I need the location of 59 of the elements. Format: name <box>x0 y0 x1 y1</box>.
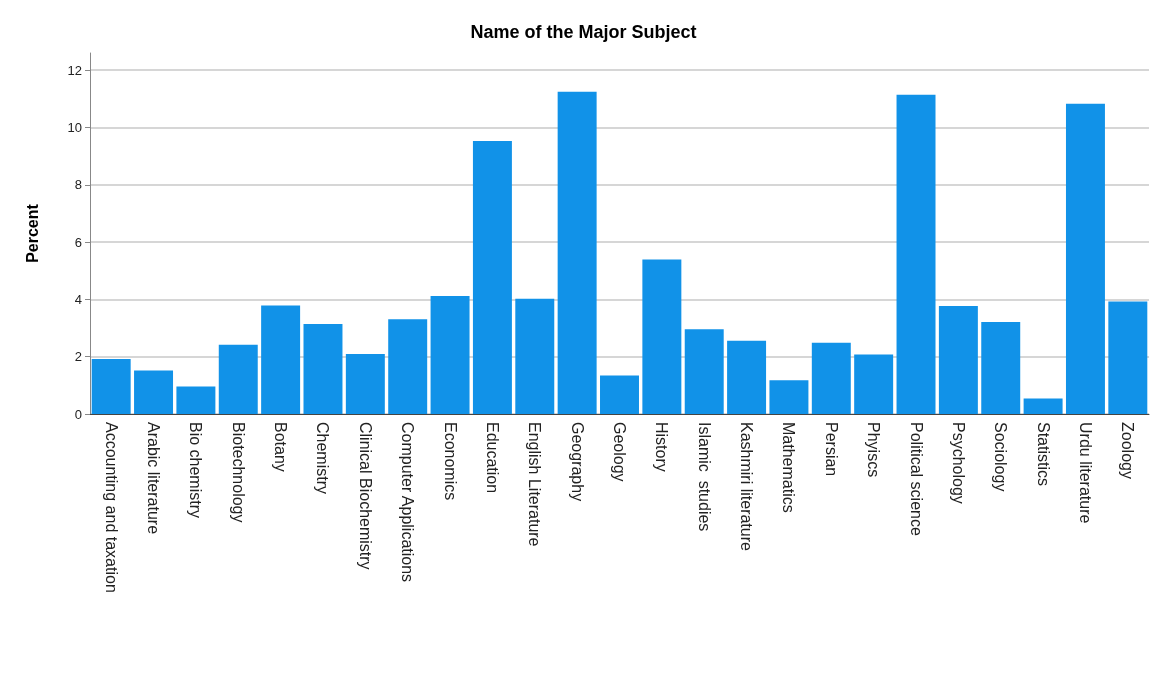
x-tick-label: Sociology <box>992 422 1010 492</box>
bar <box>600 375 639 414</box>
bar <box>91 358 131 414</box>
x-tick-label: Urdu literature <box>1076 422 1094 524</box>
y-tick-label: 0 <box>74 406 82 422</box>
x-tick-label: Clinical Biochemistry <box>356 422 374 570</box>
y-tick-label: 10 <box>67 119 82 135</box>
bar <box>134 370 174 414</box>
x-tick-label: English Literature <box>526 422 544 547</box>
x-tick-label: Psychology <box>949 422 967 504</box>
bar <box>811 342 851 414</box>
y-axis-title: Percent <box>23 203 41 263</box>
x-tick-label: Bio chemistry <box>187 422 205 519</box>
y-tick-label: 8 <box>74 177 82 193</box>
bar <box>896 94 936 414</box>
x-tick-label: Education <box>483 422 501 494</box>
bar <box>472 140 512 414</box>
bar <box>769 380 809 414</box>
bar <box>938 305 978 414</box>
bar <box>1065 103 1105 414</box>
x-tick-label: Mathematics <box>780 422 798 513</box>
y-tick-label: 4 <box>74 291 82 307</box>
bar <box>642 259 682 414</box>
bar <box>557 91 597 414</box>
bar <box>1023 398 1063 414</box>
bar <box>218 344 258 414</box>
y-tick-label: 2 <box>74 349 82 365</box>
x-tick-label: Chemistry <box>314 422 332 495</box>
x-tick-label: Economics <box>441 422 459 501</box>
bar <box>430 295 470 414</box>
x-tick-label: Phyiscs <box>865 422 883 478</box>
y-tick-label: 12 <box>67 62 82 78</box>
x-tick-label: Accounting and taxation <box>102 422 120 593</box>
bar <box>515 298 555 414</box>
chart-title: Name of the Major Subject <box>470 22 697 42</box>
x-tick-label: Persian <box>822 422 840 477</box>
x-tick-label: Computer Applications <box>399 422 417 583</box>
x-tick-label: Geography <box>568 422 586 502</box>
bar <box>684 329 724 414</box>
x-tick-label: Zoology <box>1119 422 1137 479</box>
x-tick-label: History <box>653 422 671 472</box>
x-tick-label: Kashmiri literature <box>738 422 756 552</box>
x-tick-label: Islamic studies <box>695 422 713 532</box>
bar <box>388 319 428 414</box>
x-tick-label: Biotechnology <box>229 422 247 523</box>
y-tick-label: 6 <box>74 234 82 250</box>
x-tick-label: Political science <box>907 422 925 536</box>
bar <box>176 386 216 414</box>
bar <box>727 340 767 414</box>
x-tick-label: Geology <box>611 422 628 482</box>
bar <box>854 354 894 414</box>
bar <box>303 324 343 414</box>
bar <box>981 322 1021 414</box>
bar <box>1108 301 1148 414</box>
x-tick-label: Botany <box>272 422 290 472</box>
x-tick-label: Statistics <box>1034 422 1052 487</box>
bar <box>345 354 385 414</box>
x-tick-label: Arabic literature <box>145 422 163 535</box>
bar <box>261 305 301 414</box>
